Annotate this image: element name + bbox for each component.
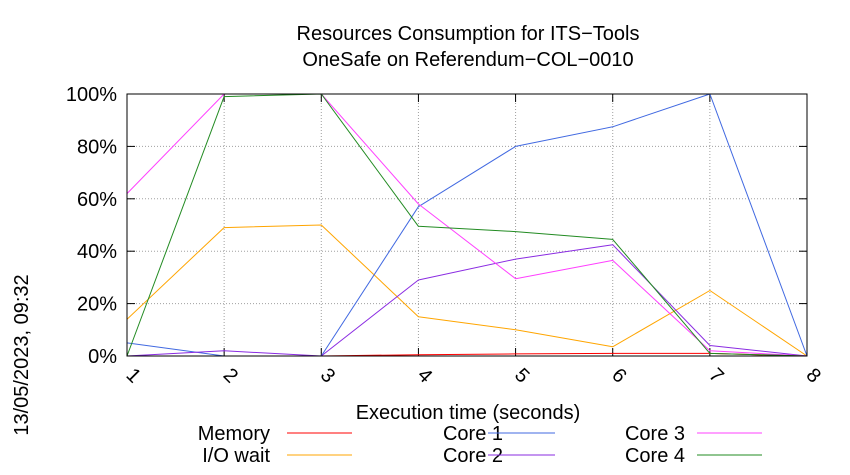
x-tick-label: 1 xyxy=(122,364,145,387)
x-axis-label: Execution time (seconds) xyxy=(356,402,581,424)
y-tick-label: 100% xyxy=(66,84,117,106)
x-tick-label: 4 xyxy=(413,364,436,387)
plot-frame xyxy=(126,93,808,357)
legend-label: Core 3 xyxy=(625,423,685,445)
y-tick-label: 60% xyxy=(77,189,117,211)
timestamp-label: 13/05/2023, 09:32 xyxy=(11,274,33,435)
x-tick-label: 8 xyxy=(802,364,825,387)
x-tick-label: 7 xyxy=(704,364,727,387)
legend-label: Core 2 xyxy=(443,445,503,467)
x-tick-label: 6 xyxy=(607,364,630,387)
grid xyxy=(127,94,807,356)
y-tick-label: 40% xyxy=(77,241,117,263)
y-tick-label: 80% xyxy=(77,136,117,158)
series-line-core-2 xyxy=(126,244,808,357)
y-tick-label: 20% xyxy=(77,294,117,316)
series-line-i-o-wait xyxy=(126,224,808,357)
legend-label: Core 1 xyxy=(443,423,503,445)
y-tick-label: 0% xyxy=(88,346,117,368)
x-tick-label: 3 xyxy=(316,364,339,387)
legend-label: Memory xyxy=(198,423,270,445)
legend-label: Core 4 xyxy=(625,445,685,467)
x-tick-label: 5 xyxy=(510,364,533,387)
series-line-core-1 xyxy=(126,93,808,357)
series-line-core-4 xyxy=(126,93,808,357)
chart-title: Resources Consumption for ITS−Tools xyxy=(297,23,640,45)
series-lines xyxy=(126,93,808,357)
chart-subtitle: OneSafe on Referendum−COL−0010 xyxy=(302,49,633,71)
axis-ticks: 0% 20% 40% 60% 80% 100% 1 2 3 4 5 6 7 8 xyxy=(66,84,825,387)
x-tick-label: 2 xyxy=(219,364,242,387)
legend-label: I/O wait xyxy=(202,445,270,467)
series-line-core-3 xyxy=(126,93,808,357)
